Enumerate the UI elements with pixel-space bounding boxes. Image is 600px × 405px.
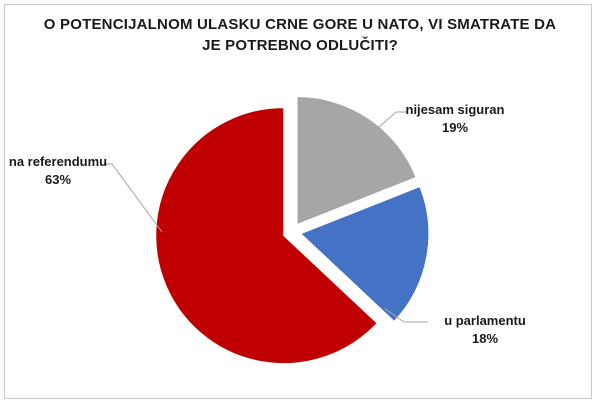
pie-slice-nijesam-siguran [296, 96, 417, 226]
slice-label-nijesam-siguran: nijesam siguran 19% [400, 101, 510, 137]
chart-title-line-1: O POTENCIJALNOM ULASKU CRNE GORE U NATO,… [43, 16, 557, 33]
slice-percent-label: 19% [441, 120, 469, 135]
leader-line-nijesam-siguran [377, 111, 406, 129]
slice-category-label: na referendumu [8, 154, 108, 169]
pie-slice-u-parlamentu [299, 185, 430, 323]
slice-label-u-parlamentu: u parlamentu 18% [430, 312, 540, 348]
chart-title: O POTENCIJALNOM ULASKU CRNE GORE U NATO,… [0, 14, 600, 56]
pie-slice-na-referendumu [155, 107, 378, 365]
slice-percent-label: 63% [44, 172, 72, 187]
leader-line-u-parlamentu [383, 307, 428, 323]
slice-label-na-referendumu: na referendumu 63% [2, 153, 114, 189]
slice-category-label: nijesam siguran [405, 102, 505, 117]
leader-line-na-referendumu [104, 163, 163, 233]
slice-category-label: u parlamentu [444, 313, 526, 328]
chart-title-line-2: JE POTREBNO ODLUČITI? [202, 37, 398, 54]
slice-percent-label: 18% [471, 331, 499, 346]
